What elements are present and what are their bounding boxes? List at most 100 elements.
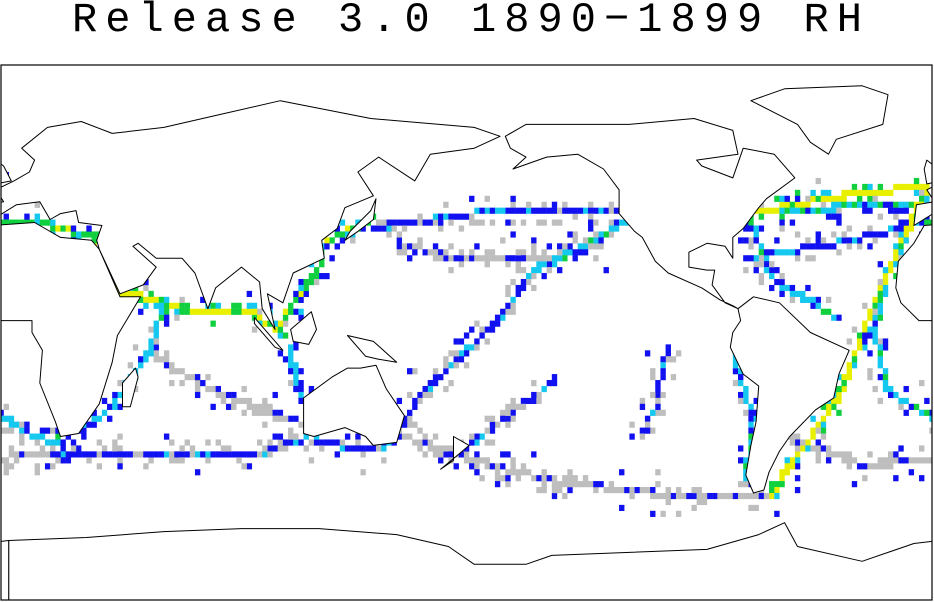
cell <box>469 439 475 446</box>
cell <box>463 255 470 262</box>
cell <box>531 397 537 405</box>
cell <box>277 409 284 416</box>
cell <box>598 231 604 238</box>
cell <box>417 397 423 405</box>
cell <box>205 374 211 381</box>
cell <box>851 201 858 208</box>
cell <box>324 237 330 244</box>
cell <box>536 475 542 482</box>
cell <box>257 409 263 416</box>
cell <box>303 284 309 292</box>
cell <box>598 481 604 488</box>
cell <box>541 487 547 494</box>
cell <box>19 421 25 428</box>
cell <box>375 219 382 226</box>
cell <box>65 451 72 458</box>
cell <box>407 368 413 375</box>
cell <box>794 487 801 494</box>
coastlines <box>1 85 932 600</box>
cell <box>469 255 475 262</box>
cell <box>505 284 511 292</box>
cell <box>34 469 40 476</box>
cell <box>665 350 671 357</box>
cell <box>805 445 811 452</box>
cell <box>158 296 165 303</box>
cell <box>86 451 92 458</box>
cell <box>758 278 765 286</box>
cell <box>257 403 263 410</box>
cell <box>810 415 816 422</box>
cell <box>893 201 899 208</box>
cell <box>272 433 278 440</box>
cell <box>169 368 175 375</box>
cell <box>39 427 46 434</box>
cell <box>572 207 578 214</box>
cell <box>867 225 873 232</box>
cell <box>469 195 475 202</box>
cell <box>831 195 837 202</box>
cell <box>810 296 816 303</box>
cell <box>546 475 553 482</box>
cell <box>794 255 801 262</box>
cell <box>556 243 563 250</box>
cell <box>474 451 480 458</box>
cell <box>877 201 884 208</box>
cell <box>163 362 170 369</box>
cell <box>846 189 852 196</box>
cell <box>779 273 785 280</box>
cell <box>494 469 501 476</box>
cell <box>288 433 294 440</box>
cell <box>500 314 506 321</box>
cell <box>732 356 739 363</box>
cell <box>882 267 889 274</box>
cell <box>738 374 744 381</box>
cell <box>877 231 884 238</box>
cell <box>381 457 387 464</box>
cell <box>391 225 397 232</box>
cell <box>924 409 930 416</box>
cell <box>805 207 811 214</box>
cell <box>593 243 599 250</box>
cell <box>898 397 904 405</box>
cell <box>138 356 144 363</box>
cell <box>908 457 915 464</box>
cell <box>246 463 253 470</box>
cell <box>257 451 263 458</box>
cell <box>784 195 790 202</box>
cell <box>205 439 211 446</box>
cell <box>443 385 449 393</box>
cell <box>665 356 671 363</box>
cell <box>588 201 594 208</box>
cell <box>272 409 278 416</box>
cell <box>262 451 268 458</box>
cell <box>474 344 480 351</box>
cell <box>505 409 511 416</box>
cell <box>34 213 40 220</box>
cell <box>867 207 873 214</box>
cell <box>851 362 858 369</box>
cell <box>112 451 118 458</box>
cell <box>525 469 532 476</box>
cell <box>919 189 925 196</box>
cell <box>769 487 775 494</box>
cell <box>577 481 584 488</box>
cell <box>556 219 563 226</box>
cell <box>655 492 661 500</box>
cell <box>293 290 299 298</box>
cell <box>19 427 25 434</box>
cell <box>660 368 666 375</box>
cell <box>60 445 66 452</box>
cell <box>624 487 630 494</box>
cell <box>81 451 87 458</box>
cell <box>613 225 620 232</box>
cell <box>210 308 216 315</box>
cell <box>877 314 884 321</box>
cell <box>588 481 594 488</box>
cell <box>3 457 9 464</box>
cell <box>432 255 439 262</box>
cell <box>877 457 884 464</box>
cell <box>417 213 423 220</box>
cell <box>479 207 485 214</box>
cell <box>448 451 454 458</box>
cell <box>432 433 439 440</box>
